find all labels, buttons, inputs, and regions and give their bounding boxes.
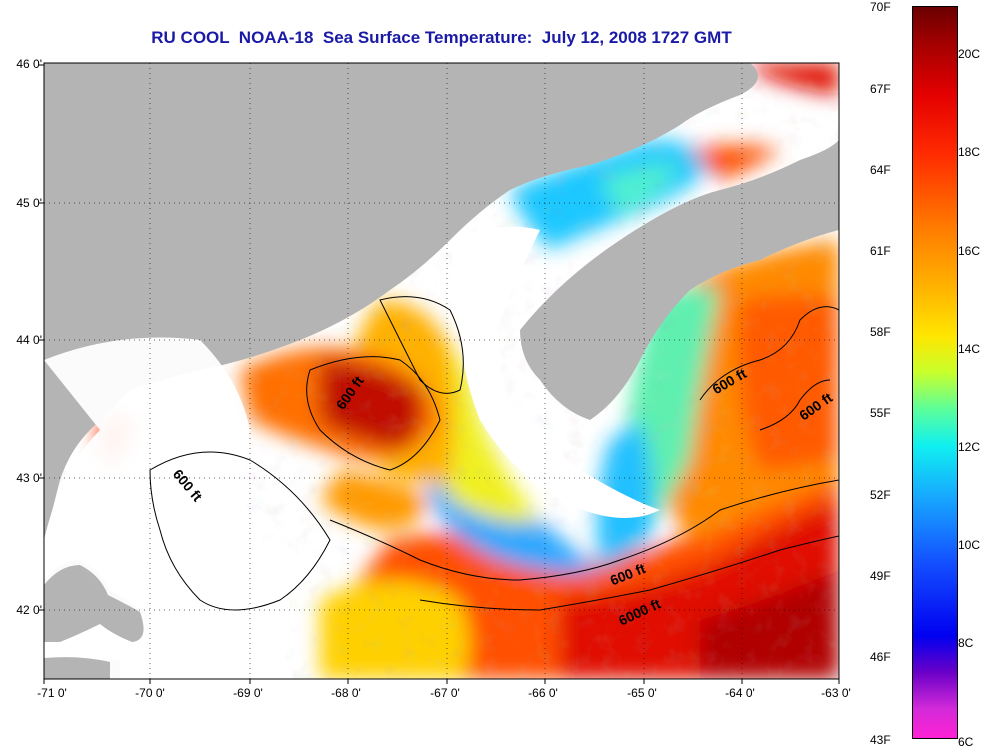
colorbar-c-label: 8C	[958, 636, 974, 650]
lon-label: -63 0'	[821, 686, 851, 700]
colorbar-f-label: 70F	[870, 0, 891, 14]
lat-label: 42 0'	[16, 603, 42, 617]
colorbar-f-label: 46F	[870, 650, 891, 664]
colorbar-f-label: 52F	[870, 488, 891, 502]
colorbar-c-label: 18C	[958, 145, 981, 159]
lat-label: 45 0'	[16, 196, 42, 210]
lon-label: -69 0'	[233, 686, 263, 700]
colorbar-f-label: 58F	[870, 325, 891, 339]
colorbar-c-label: 10C	[958, 538, 981, 552]
map-frame	[43, 62, 840, 680]
colorbar-c-label: 6C	[958, 735, 974, 749]
temperature-colorbar	[912, 6, 958, 739]
axis-ticks	[39, 64, 840, 684]
colorbar-f-label: 61F	[870, 244, 891, 258]
colorbar-f-label: 55F	[870, 406, 891, 420]
colorbar-f-label: 49F	[870, 569, 891, 583]
map-title: RU COOL NOAA-18 Sea Surface Temperature:…	[151, 28, 732, 47]
lon-label: -64 0'	[725, 686, 755, 700]
colorbar-c-label: 12C	[958, 440, 981, 454]
colorbar-c-label: 16C	[958, 244, 981, 258]
lon-label: -70 0'	[135, 686, 165, 700]
lon-label: -65 0'	[627, 686, 657, 700]
colorbar-f-label: 43F	[870, 733, 891, 747]
colorbar-c-label: 20C	[958, 47, 981, 61]
colorbar-f-label: 67F	[870, 82, 891, 96]
lon-label: -71 0'	[37, 686, 67, 700]
lon-label: -66 0'	[528, 686, 558, 700]
colorbar-c-label: 14C	[958, 342, 981, 356]
lat-label: 44 0'	[16, 333, 42, 347]
lat-label: 43 0'	[16, 471, 42, 485]
lon-label: -67 0'	[430, 686, 460, 700]
colorbar-f-label: 64F	[870, 163, 891, 177]
lon-label: -68 0'	[331, 686, 361, 700]
depth-contours	[149, 296, 839, 611]
lat-label: 46 0'	[16, 57, 42, 71]
